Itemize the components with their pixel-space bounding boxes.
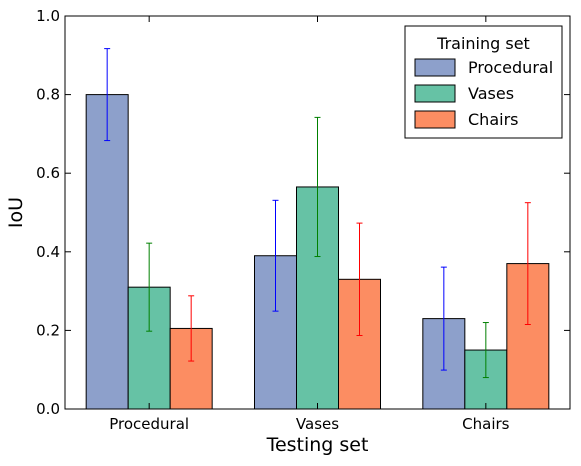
- error-bar-procedural-chairs: [440, 266, 447, 371]
- y-tick-label: 0.6: [36, 164, 60, 182]
- ticks-layer: Procedural Vases Chairs 0.0 0.2 0.4 0.6 0.8 1.0: [36, 7, 570, 433]
- y-tick-label: 0.8: [36, 86, 60, 104]
- y-tick-label: 0.4: [36, 243, 60, 261]
- legend-swatch-procedural: [414, 58, 456, 77]
- bar-procedural-procedural: [85, 94, 129, 410]
- x-tick-label-vases: Vases: [296, 415, 339, 433]
- legend-title: Training set: [436, 34, 530, 53]
- legend-label-chairs: Chairs: [468, 110, 518, 129]
- legend-swatch-chairs: [414, 110, 456, 129]
- x-tick-label-procedural: Procedural: [109, 415, 189, 433]
- error-bar-procedural-procedural: [104, 48, 111, 142]
- y-tick-label: 0.0: [36, 400, 60, 418]
- legend-swatch-vases: [414, 84, 456, 103]
- error-bar-vases-procedural: [146, 242, 153, 332]
- y-tick-label: 1.0: [36, 7, 60, 25]
- error-bar-vases-vases: [314, 116, 321, 258]
- error-bar-vases-chairs: [482, 322, 489, 379]
- x-axis-label: Testing set: [266, 434, 369, 456]
- error-bar-chairs-procedural: [188, 295, 195, 362]
- legend-items: Procedural Vases Chairs: [414, 58, 553, 129]
- x-tick-label-chairs: Chairs: [462, 415, 510, 433]
- legend-label-procedural: Procedural: [468, 58, 553, 77]
- error-bars-layer: [104, 48, 531, 379]
- y-tick-label: 0.2: [36, 321, 60, 339]
- error-bar-chairs-vases: [356, 222, 363, 337]
- error-bar-chairs-chairs: [524, 202, 531, 326]
- error-bar-procedural-vases: [272, 199, 279, 312]
- legend: Training set Procedural Vases Chairs: [404, 25, 563, 139]
- legend-label-vases: Vases: [468, 84, 514, 103]
- y-axis-label: IoU: [5, 197, 27, 228]
